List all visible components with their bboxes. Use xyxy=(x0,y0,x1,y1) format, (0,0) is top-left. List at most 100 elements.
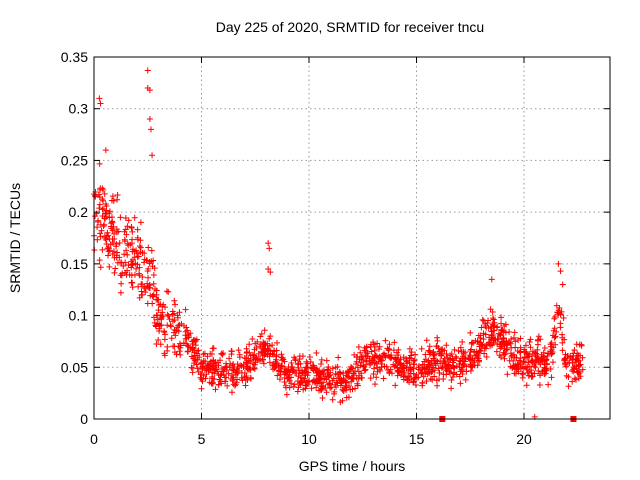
data-point xyxy=(419,361,426,368)
data-point xyxy=(106,210,113,217)
y-tick-label: 0.15 xyxy=(61,256,88,272)
data-point xyxy=(399,364,406,371)
data-point xyxy=(390,361,397,368)
data-point xyxy=(99,196,106,203)
data-point xyxy=(522,342,529,349)
data-point xyxy=(261,327,268,334)
data-point xyxy=(306,354,313,361)
data-point xyxy=(375,346,382,353)
data-point xyxy=(367,375,374,382)
data-point xyxy=(386,341,393,348)
data-point xyxy=(452,353,459,360)
data-point xyxy=(190,337,197,344)
data-point xyxy=(432,362,439,369)
data-point xyxy=(574,355,581,362)
data-point xyxy=(118,280,125,287)
data-point xyxy=(175,322,182,329)
data-point xyxy=(523,382,530,389)
data-point xyxy=(536,382,543,389)
data-point xyxy=(102,235,109,242)
data-point xyxy=(124,240,131,247)
data-point xyxy=(520,358,527,365)
data-point-peak xyxy=(146,116,153,123)
data-point xyxy=(97,185,104,192)
data-point xyxy=(562,360,569,367)
data-point xyxy=(304,364,311,371)
data-point xyxy=(257,341,264,348)
data-point xyxy=(326,380,333,387)
data-point xyxy=(463,368,470,375)
data-point xyxy=(120,262,127,269)
data-point xyxy=(235,347,242,354)
data-point xyxy=(448,351,455,358)
data-point xyxy=(358,354,365,361)
data-point xyxy=(434,382,441,389)
data-point xyxy=(127,241,134,248)
data-point xyxy=(474,353,481,360)
data-point xyxy=(289,363,296,370)
axis-ticks: 0 0.05 0.1 0.15 0.2 0.25 0.3 0.35 0 5 10 15 20 xyxy=(61,49,610,447)
data-point xyxy=(514,361,521,368)
data-point xyxy=(561,336,568,343)
data-point xyxy=(482,331,489,338)
data-point xyxy=(204,353,211,360)
data-point xyxy=(296,370,303,377)
data-point xyxy=(113,226,120,233)
data-point xyxy=(457,380,464,387)
data-point xyxy=(443,371,450,378)
data-point xyxy=(448,377,455,384)
data-point xyxy=(224,382,231,389)
data-point xyxy=(308,365,315,372)
data-point xyxy=(285,375,292,382)
data-point xyxy=(552,333,559,340)
data-point xyxy=(570,364,577,371)
data-point xyxy=(371,354,378,361)
data-point xyxy=(183,324,190,331)
data-point xyxy=(277,371,284,378)
data-point xyxy=(467,329,474,336)
data-point xyxy=(251,361,258,368)
data-point-peak xyxy=(266,245,273,252)
data-point xyxy=(440,357,447,364)
data-point xyxy=(527,344,534,351)
data-point xyxy=(97,264,104,271)
data-point xyxy=(358,370,365,377)
data-point xyxy=(128,279,135,286)
data-point xyxy=(361,347,368,354)
data-point xyxy=(246,349,253,356)
data-point xyxy=(236,354,243,361)
data-point xyxy=(394,365,401,372)
data-point xyxy=(168,335,175,342)
data-point xyxy=(102,211,109,218)
data-point xyxy=(252,354,259,361)
data-point xyxy=(511,329,518,336)
data-point xyxy=(410,378,417,385)
data-point xyxy=(276,367,283,374)
data-point xyxy=(406,379,413,386)
data-point xyxy=(551,315,558,322)
data-point xyxy=(540,349,547,356)
data-point xyxy=(193,361,200,368)
data-point xyxy=(116,239,123,246)
data-point xyxy=(399,365,406,372)
data-point xyxy=(471,349,478,356)
data-point xyxy=(533,357,540,364)
data-point xyxy=(171,316,178,323)
data-point xyxy=(170,343,177,350)
data-point xyxy=(489,315,496,322)
data-point xyxy=(218,380,225,387)
data-point xyxy=(544,352,551,359)
data-point xyxy=(150,291,157,298)
x-tick-label: 0 xyxy=(90,431,98,447)
data-point xyxy=(223,374,230,381)
data-point xyxy=(151,319,158,326)
data-point xyxy=(392,382,399,389)
data-point xyxy=(258,330,265,337)
data-point xyxy=(105,245,112,252)
data-point xyxy=(574,350,581,357)
data-point xyxy=(480,336,487,343)
data-point xyxy=(112,265,119,272)
data-point xyxy=(340,387,347,394)
data-point xyxy=(185,343,192,350)
